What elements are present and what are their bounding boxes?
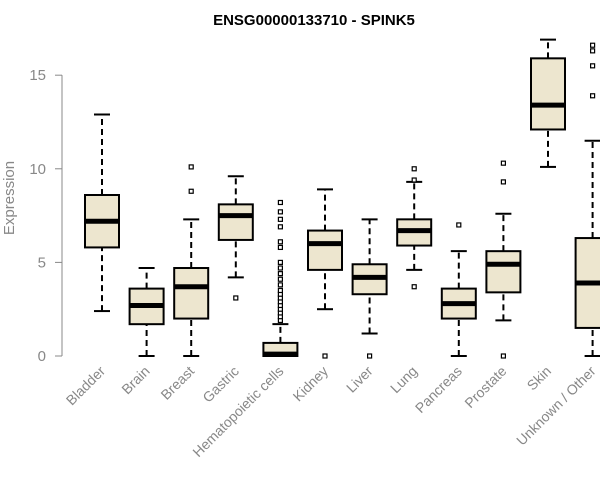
outlier-4-10 bbox=[277, 276, 283, 282]
y-axis-label: Expression bbox=[1, 161, 18, 235]
box-rect-5 bbox=[307, 229, 343, 271]
outlier-7-0 bbox=[411, 284, 417, 290]
outlier-7-1 bbox=[411, 177, 417, 183]
outlier-4-16 bbox=[277, 224, 283, 230]
outlier-9-1 bbox=[500, 179, 506, 185]
y-axis: 0 5 10 15 bbox=[29, 67, 63, 365]
y-tick-label-0: 0 bbox=[38, 348, 46, 365]
outlier-6-0 bbox=[367, 353, 373, 359]
x-tick-label-3: Gastric bbox=[199, 363, 242, 406]
outlier-4-11 bbox=[277, 271, 283, 277]
outlier-4-9 bbox=[277, 282, 283, 288]
box-2 bbox=[173, 164, 210, 357]
box-0 bbox=[84, 113, 120, 313]
outlier-9-2 bbox=[500, 160, 506, 166]
x-tick-label-5: Kidney bbox=[290, 363, 332, 405]
x-tick-label-10: Skin bbox=[524, 363, 555, 394]
x-tick-label-0: Bladder bbox=[63, 363, 109, 409]
outlier-4-18 bbox=[277, 209, 283, 215]
chart-title: ENSG00000133710 - SPINK5 bbox=[213, 12, 415, 29]
outlier-2-1 bbox=[188, 164, 194, 170]
y-tick-label-2: 10 bbox=[29, 161, 46, 178]
outlier-4-12 bbox=[277, 265, 283, 271]
box-11 bbox=[574, 42, 600, 357]
box-9 bbox=[485, 160, 522, 359]
outlier-5-0 bbox=[322, 353, 328, 359]
box-rect-2 bbox=[173, 267, 210, 320]
outlier-4-15 bbox=[277, 239, 283, 245]
box-7 bbox=[396, 166, 433, 290]
outlier-8-0 bbox=[456, 222, 462, 228]
box-rect-3 bbox=[217, 203, 254, 241]
outlier-4-13 bbox=[277, 259, 283, 265]
outlier-7-2 bbox=[411, 166, 417, 172]
box-8 bbox=[440, 222, 477, 357]
box-series bbox=[84, 38, 600, 359]
outlier-9-0 bbox=[500, 353, 506, 359]
box-rect-10 bbox=[530, 57, 566, 131]
outlier-11-3 bbox=[589, 42, 596, 48]
outlier-4-8 bbox=[277, 287, 283, 294]
outlier-4-17 bbox=[277, 216, 283, 222]
outlier-11-1 bbox=[589, 63, 596, 69]
x-tick-label-11: Unknown / Other bbox=[513, 363, 599, 449]
y-tick-label-3: 15 bbox=[29, 67, 46, 84]
x-tick-label-7: Lung bbox=[387, 363, 420, 396]
x-tick-label-8: Pancreas bbox=[412, 363, 465, 416]
box-3 bbox=[217, 175, 254, 301]
outlier-11-2 bbox=[589, 48, 596, 54]
x-tick-label-2: Breast bbox=[157, 363, 197, 403]
outlier-11-0 bbox=[589, 93, 596, 99]
x-tick-label-1: Brain bbox=[118, 363, 152, 397]
box-10 bbox=[530, 38, 566, 168]
box-4 bbox=[262, 199, 299, 358]
box-1 bbox=[128, 267, 165, 357]
box-5 bbox=[307, 188, 343, 359]
outlier-2-0 bbox=[188, 188, 194, 194]
box-6 bbox=[351, 218, 388, 359]
outlier-4-19 bbox=[277, 199, 283, 206]
box-rect-9 bbox=[485, 250, 522, 294]
y-tick-label-1: 5 bbox=[38, 254, 46, 271]
x-tick-label-6: Liver bbox=[343, 363, 376, 396]
x-tick-label-9: Prostate bbox=[461, 363, 509, 411]
outlier-3-0 bbox=[233, 295, 239, 301]
outlier-4-14 bbox=[277, 244, 283, 251]
